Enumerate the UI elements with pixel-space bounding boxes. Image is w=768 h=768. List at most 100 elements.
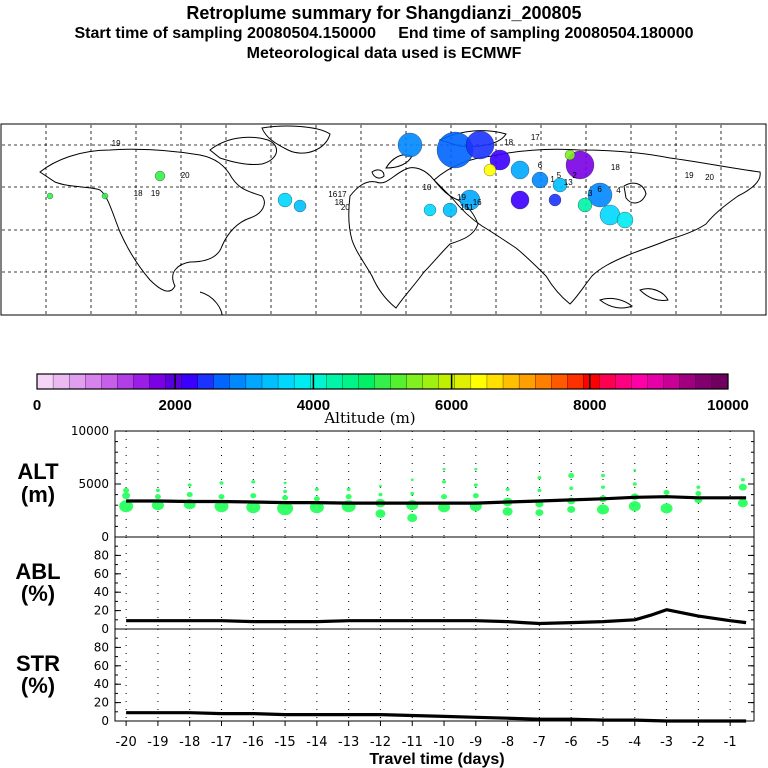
plume-altitude-point: [410, 478, 414, 482]
colorbar-cell: [342, 373, 359, 390]
map-plume-marker: [436, 131, 474, 169]
plume-altitude-point: [410, 491, 415, 496]
colorbar-tick-label: 6000: [435, 397, 468, 414]
x-axis-label: Travel time (days): [369, 751, 504, 768]
x-tick-label: -14: [306, 735, 327, 750]
map-age-label: 17: [338, 190, 347, 199]
plume-altitude-point: [633, 468, 637, 472]
map-age-label: 15: [460, 203, 469, 212]
colorbar-tick-label: 0: [33, 397, 41, 414]
colorbar-cell: [310, 373, 327, 390]
y-tick-label: 40: [94, 585, 109, 599]
map-plume-marker: [397, 132, 423, 158]
plume-altitude-point: [346, 487, 351, 491]
chart-title: Retroplume summary for Shangdianzi_20080…: [186, 3, 582, 23]
y-tick-label: 0: [101, 530, 109, 544]
plume-altitude-point: [282, 495, 289, 501]
chart-subtitle-met: Meteorological data used is ECMWF: [246, 45, 522, 62]
x-tick-label: -7: [533, 735, 546, 750]
map-age-label: 3: [588, 189, 593, 198]
x-tick-label: -2: [692, 735, 705, 750]
plume-altitude-point: [246, 501, 261, 514]
plume-altitude-point: [598, 495, 607, 503]
plume-altitude-point: [630, 493, 639, 501]
x-tick-label: -16: [243, 735, 264, 750]
map-plume-marker: [101, 192, 109, 200]
map-age-label: 4: [616, 186, 621, 195]
x-tick-label: -3: [660, 735, 673, 750]
plume-altitude-point: [696, 485, 701, 489]
colorbar-cell: [518, 373, 536, 390]
map-age-label: 6: [538, 161, 543, 170]
x-tick-label: -10: [433, 735, 454, 750]
colorbar-cell: [374, 373, 392, 390]
colorbar-cell: [567, 373, 584, 390]
plume-altitude-point: [442, 480, 447, 484]
colorbar-cell: [326, 373, 343, 390]
map-plume-marker: [510, 190, 530, 210]
plume-altitude-point: [474, 467, 478, 471]
series-line: [126, 495, 747, 505]
colorbar-cell: [261, 373, 279, 390]
map-age-label: 6: [597, 185, 602, 194]
plume-altitude-point: [694, 496, 703, 504]
plume-altitude-point: [186, 492, 193, 498]
plume-altitude-point: [441, 494, 448, 500]
x-tick-label: -18: [179, 735, 200, 750]
x-tick-label: -17: [211, 735, 232, 750]
map-age-label: 13: [564, 178, 573, 187]
map-age-label: 19: [457, 193, 466, 202]
colorbar-cells: [36, 373, 729, 390]
plume-altitude-point: [378, 492, 383, 497]
plume-altitude-point: [738, 483, 747, 491]
panel-ylabel-name: ABL: [15, 559, 60, 584]
colorbar-cell: [502, 373, 520, 390]
plume-altitude-point: [537, 475, 542, 480]
plume-altitude-point: [472, 493, 479, 499]
map-plume-marker: [616, 211, 634, 229]
panel-ylabel-unit: (%): [21, 673, 55, 698]
x-tick-label: -5: [597, 735, 610, 750]
chart-subtitle-times: Start time of sampling 20080504.150000 E…: [0, 25, 768, 43]
plume-altitude-point: [502, 497, 513, 507]
plume-altitude-point: [473, 483, 478, 487]
colorbar-tick-label: 2000: [159, 397, 192, 414]
colorbar-cell: [245, 373, 263, 390]
alt-panel: 0 5000 10000 ALT(m): [17, 424, 755, 544]
plume-altitude-point: [632, 482, 637, 486]
colorbar-cell: [213, 373, 231, 390]
map-plume-marker: [552, 177, 568, 193]
colorbar-cell: [293, 373, 311, 390]
map-age-label: 18: [134, 189, 143, 198]
panel-frame: [114, 536, 755, 630]
map-plume-marker: [277, 192, 293, 208]
map-plume-marker: [489, 149, 511, 171]
end-time-text: End time of sampling 20080504.180000: [398, 25, 694, 42]
plume-altitude-point: [283, 489, 288, 494]
map-plume-marker: [577, 197, 593, 213]
plume-altitude-point: [737, 498, 748, 508]
map-plume-marker: [510, 160, 530, 180]
y-tick-label: 80: [94, 640, 109, 654]
colorbar-cell: [711, 373, 729, 390]
map-frame: [0, 123, 767, 316]
plume-altitude-point: [567, 506, 576, 513]
x-tick-label: -20: [116, 735, 137, 750]
colorbar-cell: [615, 373, 633, 390]
map-age-label: 17: [531, 133, 540, 142]
plume-altitude-point: [568, 472, 575, 479]
map-age-label: 2: [572, 171, 577, 180]
colorbar-cell: [101, 373, 118, 390]
panel-ylabel-name: ALT: [17, 459, 59, 484]
map-plume-marker: [442, 202, 458, 218]
colorbar-cell: [422, 373, 440, 390]
map-plume-marker: [548, 193, 562, 207]
plume-altitude-point: [250, 493, 257, 499]
colorbar-cell: [197, 373, 215, 390]
map-age-label: 19: [151, 189, 160, 198]
map-plume-marker: [293, 199, 307, 213]
plume-altitude-point: [663, 489, 670, 496]
map-age-label: 16: [328, 190, 337, 199]
